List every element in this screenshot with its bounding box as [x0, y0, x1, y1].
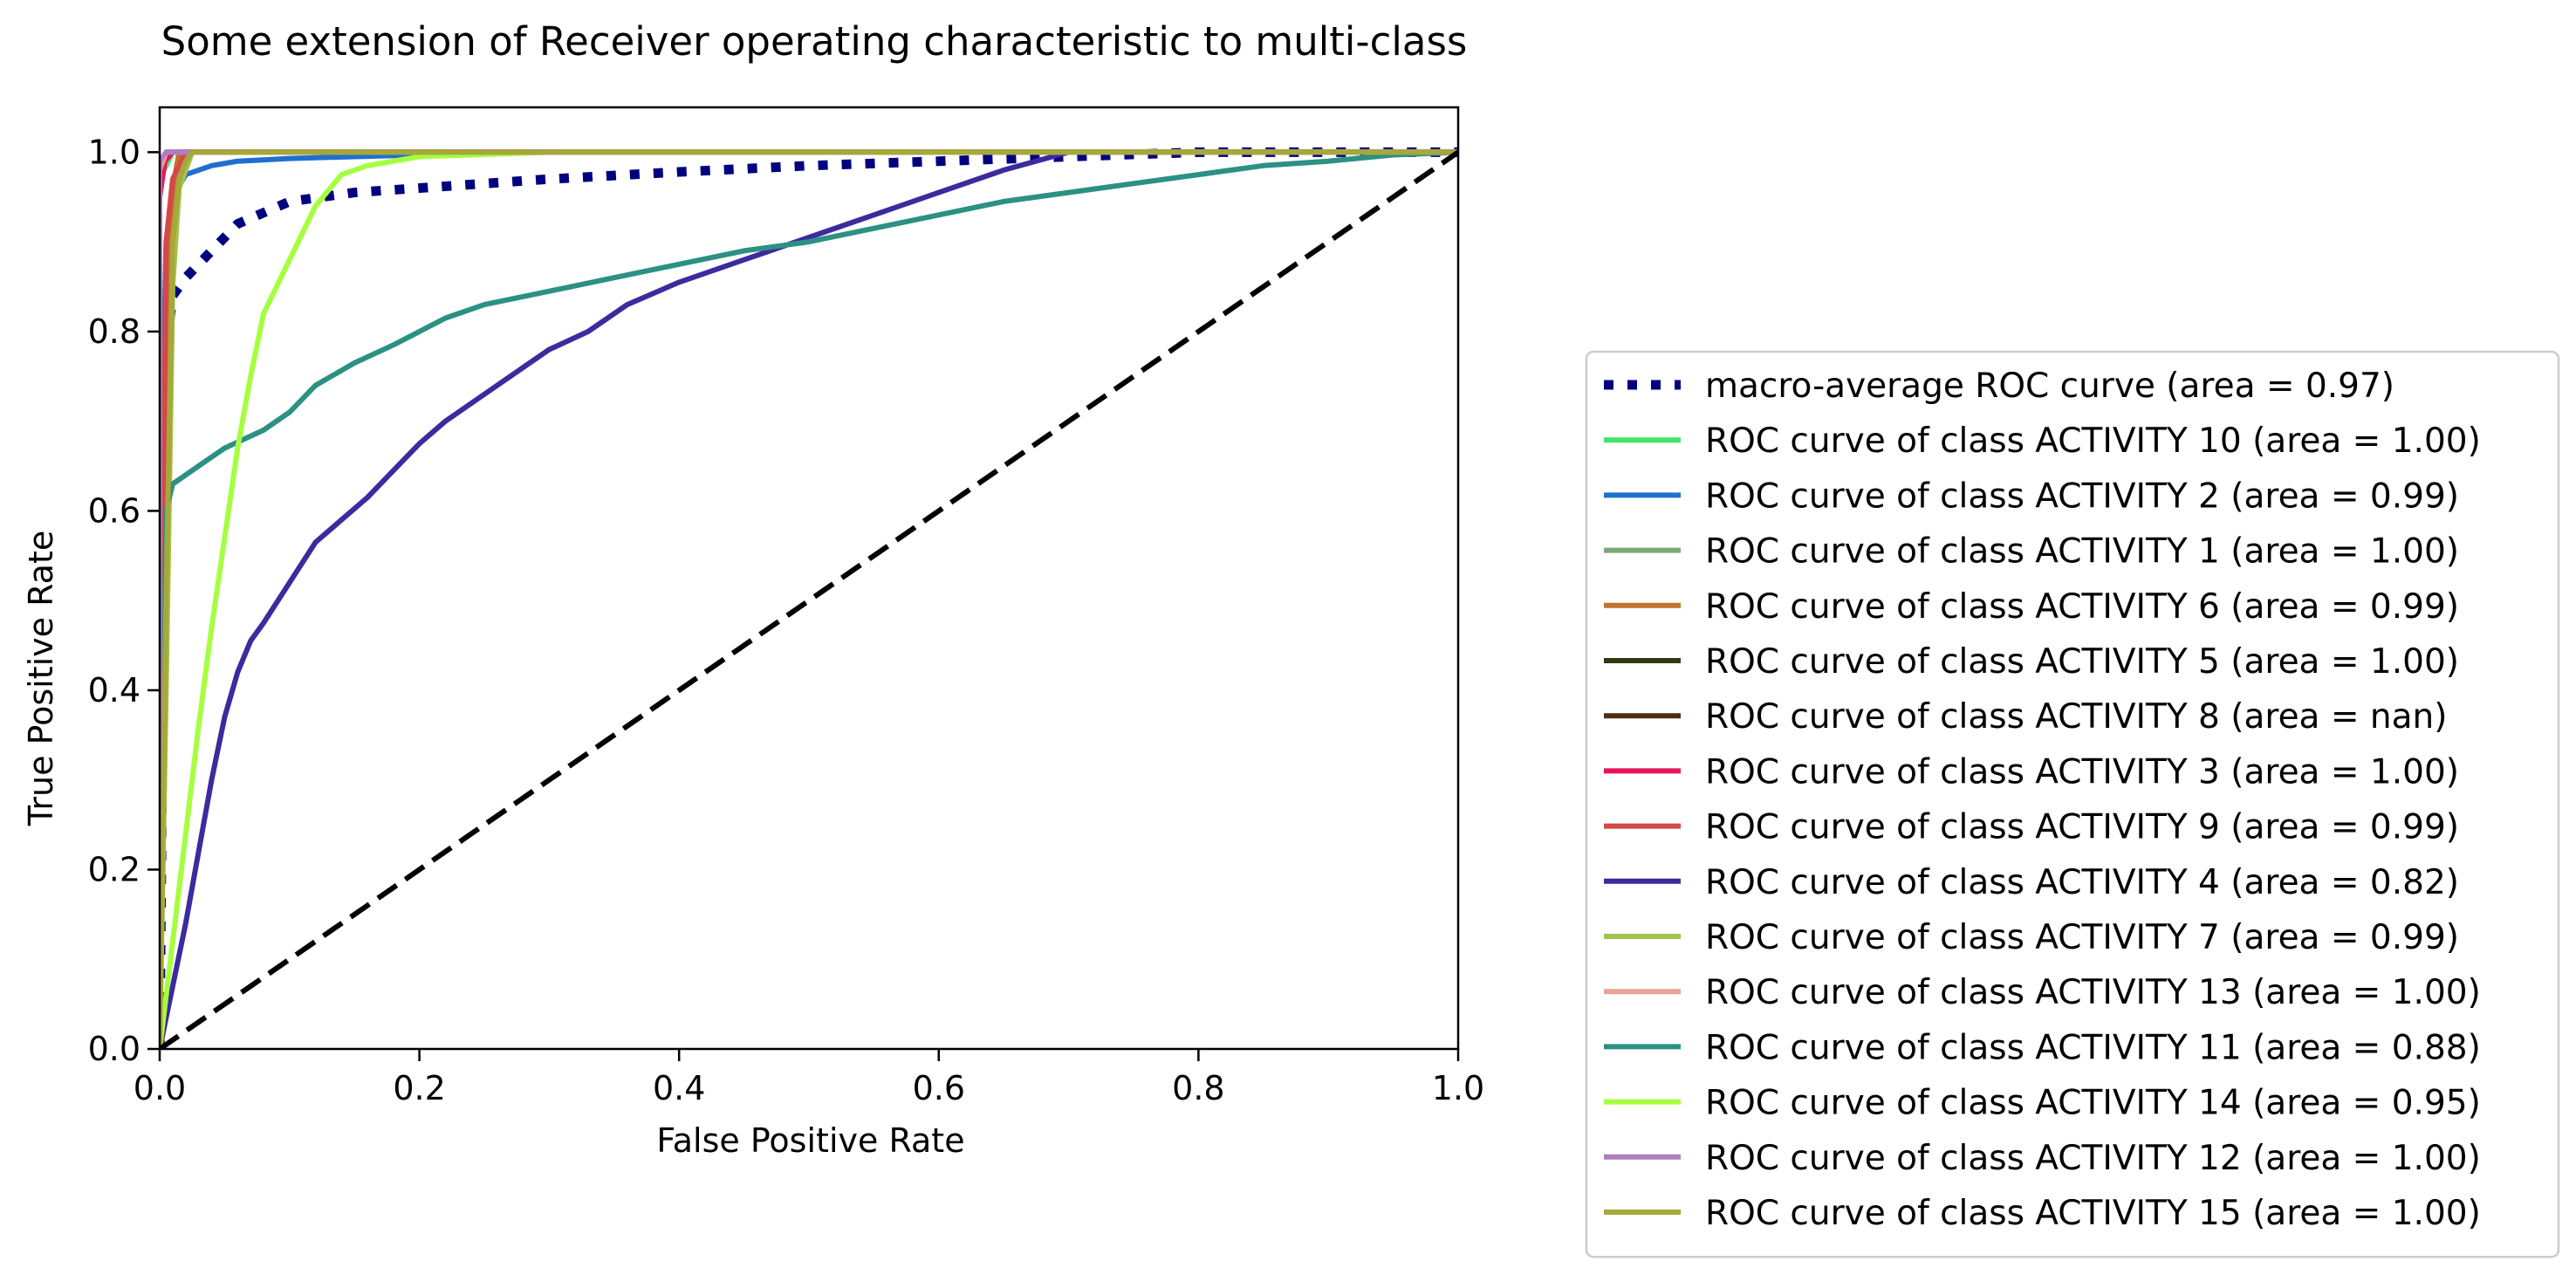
- series-line-roc-curve-of-class-activity-4-area-0-82: [160, 149, 1458, 1049]
- legend-label: ROC curve of class ACTIVITY 3 (area = 1.…: [1705, 752, 2459, 792]
- x-tick-label: 0.2: [393, 1069, 445, 1107]
- y-tick-label: 1.0: [88, 133, 140, 171]
- legend-label: ROC curve of class ACTIVITY 15 (area = 1…: [1705, 1194, 2481, 1233]
- series-line-roc-curve-of-class-activity-15-area-1-00: [160, 149, 1458, 1049]
- legend-label: ROC curve of class ACTIVITY 11 (area = 0…: [1705, 1028, 2481, 1067]
- legend-label: macro-average ROC curve (area = 0.97): [1705, 367, 2394, 406]
- legend-label: ROC curve of class ACTIVITY 8 (area = na…: [1705, 697, 2447, 737]
- legend-label: ROC curve of class ACTIVITY 7 (area = 0.…: [1705, 918, 2459, 957]
- y-axis-title: True Positive Rate: [22, 531, 60, 827]
- series-line-roc-curve-of-class-activity-14-area-0-95: [160, 149, 1458, 1049]
- x-tick-label: 0.8: [1172, 1069, 1224, 1107]
- y-tick-label: 0.0: [88, 1030, 140, 1068]
- legend-label: ROC curve of class ACTIVITY 5 (area = 1.…: [1705, 642, 2459, 682]
- y-tick-label: 0.4: [88, 671, 140, 709]
- legend-label: ROC curve of class ACTIVITY 4 (area = 0.…: [1705, 863, 2459, 902]
- x-axis-title: False Positive Rate: [656, 1121, 964, 1160]
- legend-label: ROC curve of class ACTIVITY 14 (area = 0…: [1705, 1084, 2481, 1123]
- legend-label: ROC curve of class ACTIVITY 6 (area = 0.…: [1705, 587, 2459, 627]
- legend-box: [1585, 350, 2560, 1258]
- x-tick-label: 1.0: [1432, 1069, 1484, 1107]
- y-tick-label: 0.6: [88, 491, 140, 530]
- chance-diagonal-line: [160, 149, 1458, 1049]
- x-tick-label: 0.0: [134, 1069, 186, 1107]
- legend-label: ROC curve of class ACTIVITY 2 (area = 0.…: [1705, 476, 2459, 516]
- legend-label: ROC curve of class ACTIVITY 9 (area = 0.…: [1705, 808, 2459, 847]
- x-tick-label: 0.4: [653, 1069, 705, 1107]
- legend-label: ROC curve of class ACTIVITY 10 (area = 1…: [1705, 422, 2481, 461]
- y-tick-label: 0.8: [88, 312, 140, 351]
- legend-label: ROC curve of class ACTIVITY 12 (area = 1…: [1705, 1139, 2481, 1178]
- chart-title: Some extension of Receiver operating cha…: [161, 18, 1468, 65]
- legend-label: ROC curve of class ACTIVITY 1 (area = 1.…: [1705, 532, 2459, 572]
- y-tick-label: 0.2: [88, 850, 140, 888]
- series-layer: [160, 147, 1458, 1049]
- plot-area: 0.0 0.2 0.4 0.6 0.8 1.0 0.0 0.2 0.4 0.6 0.8 1.0: [88, 106, 1484, 1107]
- legend: macro-average ROC curve (area = 0.97) ROC…: [1585, 350, 2560, 1258]
- legend-label: ROC curve of class ACTIVITY 13 (area = 1…: [1705, 973, 2481, 1012]
- series-line-roc-curve-of-class-activity-11-area-0-88: [160, 149, 1458, 1049]
- axes-frame: [158, 106, 1460, 1051]
- x-tick-label: 0.6: [913, 1069, 965, 1107]
